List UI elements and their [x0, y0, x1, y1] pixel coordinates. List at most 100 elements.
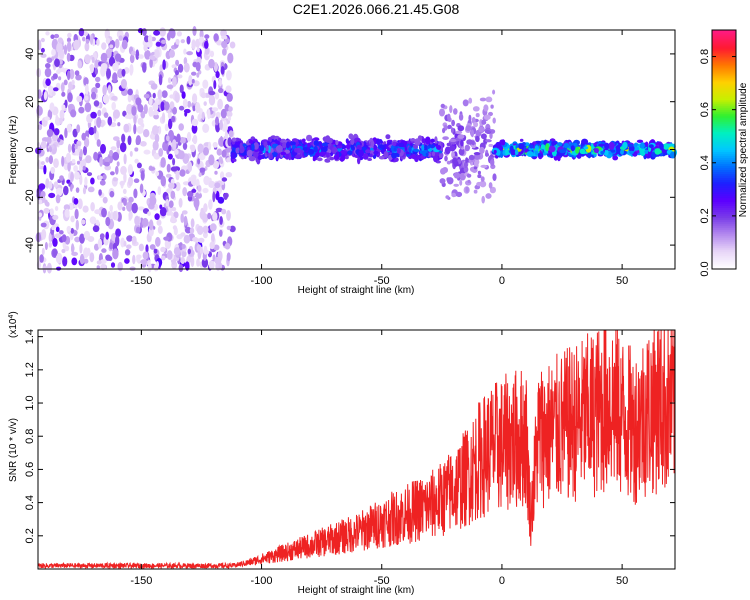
spectrogram-cell: [357, 156, 361, 165]
spectrogram-cell: [224, 130, 228, 140]
spectrogram-cell: [452, 157, 458, 165]
spectrogram-cell: [286, 141, 290, 149]
spectrogram-cell: [136, 254, 142, 259]
spectrogram-cell: [559, 149, 566, 154]
colorbar-step: [712, 145, 736, 149]
spectrogram-cell: [221, 177, 228, 182]
spectrogram-cell: [152, 102, 159, 111]
spectrogram-cell: [216, 148, 222, 156]
colorbar-step: [712, 185, 736, 188]
colorbar-step: [712, 91, 736, 95]
spectrogram-cell: [148, 97, 153, 106]
colorbar-step: [712, 253, 736, 256]
spectrogram-cell: [59, 117, 63, 125]
colorbar-step: [712, 245, 736, 248]
spectrogram-cell: [226, 252, 231, 262]
spectrogram-cell: [75, 74, 82, 81]
spectrogram-cell: [195, 102, 201, 114]
spectrogram-cell: [123, 240, 127, 247]
colorbar-step: [712, 193, 736, 196]
colorbar-step: [712, 263, 736, 266]
colorbar-step: [712, 81, 736, 85]
spectrogram-cell: [490, 159, 495, 167]
colorbar-step: [712, 243, 736, 246]
spectrogram-cell: [199, 246, 204, 255]
spectrogram-cell: [301, 138, 306, 143]
spectrogram-cell: [79, 174, 83, 186]
spectrogram-cell: [193, 197, 200, 209]
spectrogram-cell: [109, 190, 115, 198]
spectrogram-cell: [226, 70, 232, 81]
spectrogram-cell: [449, 145, 456, 152]
spectrogram-cell: [134, 215, 140, 226]
spectrogram-cell: [63, 79, 68, 86]
spectrogram-cell: [458, 113, 464, 121]
spectrogram-cell: [76, 124, 81, 133]
spectrogram-cell: [460, 139, 464, 147]
spectrogram-cell: [344, 155, 349, 160]
spectrogram-cell: [165, 173, 172, 178]
colorbar-step: [712, 147, 736, 151]
colorbar-tick-label: 0.6: [699, 102, 711, 117]
spectrogram-cell: [83, 145, 87, 156]
spectrogram-cell: [199, 167, 206, 173]
spectrogram-cell: [477, 170, 481, 175]
spectrogram-cell: [155, 261, 159, 268]
spectrogram-cell: [216, 40, 223, 46]
spectrogram-cell: [90, 202, 95, 212]
spectrogram-cell: [191, 123, 198, 134]
colorbar-step: [712, 51, 736, 55]
spectrogram-cell: [246, 149, 253, 158]
spectrogram-cell: [215, 71, 220, 79]
spectrogram-cell: [204, 34, 210, 39]
spectrogram-cell: [43, 207, 50, 214]
spectrogram-cell: [48, 233, 52, 243]
spectrogram-cell: [490, 104, 494, 109]
spectrogram-cell: [224, 38, 230, 43]
spectrogram-cell: [49, 208, 54, 217]
spectrogram-cell: [154, 133, 160, 143]
spectrogram-cell: [214, 182, 221, 189]
colorbar-step: [712, 169, 736, 173]
spectrogram-cell: [248, 156, 256, 162]
chart-title: C2E1.2026.066.21.45.G08: [293, 1, 460, 17]
spectrogram-cell: [37, 39, 42, 51]
spectrogram-x-tick-label: -150: [130, 275, 152, 287]
colorbar-step: [712, 255, 736, 258]
spectrogram-cell: [167, 111, 172, 119]
spectrogram-cell: [226, 157, 232, 163]
colorbar-step: [712, 237, 736, 240]
spectrogram-cell: [376, 138, 381, 145]
colorbar-step: [712, 167, 736, 171]
spectrogram-cell: [500, 139, 506, 146]
spectrogram-cell: [440, 168, 446, 175]
spectrogram-cell: [147, 211, 152, 217]
spectrogram-cell: [84, 95, 89, 101]
spectrogram-cell: [229, 41, 236, 49]
colorbar-step: [712, 137, 736, 141]
spectrogram-cell: [170, 190, 176, 200]
spectrogram-cell: [207, 212, 212, 220]
colorbar-step: [712, 241, 736, 244]
snr-panel: -150 -100 -50 0 50 0.2 0.4 0.6 0.8 1.0 1.2 1.4 Hei…: [8, 311, 676, 596]
colorbar-step: [712, 233, 736, 236]
spectrogram-cell: [197, 143, 204, 154]
snr-x-tick-label: -100: [251, 575, 273, 587]
spectrogram-cell: [156, 219, 162, 226]
spectrogram-cell: [336, 151, 340, 160]
spectrogram-cell: [136, 162, 142, 169]
spectrogram-cell: [103, 112, 109, 118]
spectrogram-cell: [321, 142, 328, 147]
spectrogram-cell: [46, 262, 52, 274]
colorbar-step: [712, 161, 736, 165]
spectrogram-cell: [208, 260, 215, 270]
spectrogram-cell: [208, 154, 215, 166]
colorbar-axis: 0.0 0.2 0.4 0.6 0.8: [699, 49, 736, 277]
spectrogram-cell: [228, 130, 234, 138]
spectrogram-cell: [70, 184, 74, 189]
spectrogram-cell: [154, 213, 160, 221]
colorbar-step: [712, 123, 736, 127]
spectrogram-cell: [138, 104, 144, 113]
colorbar-step: [712, 95, 736, 99]
